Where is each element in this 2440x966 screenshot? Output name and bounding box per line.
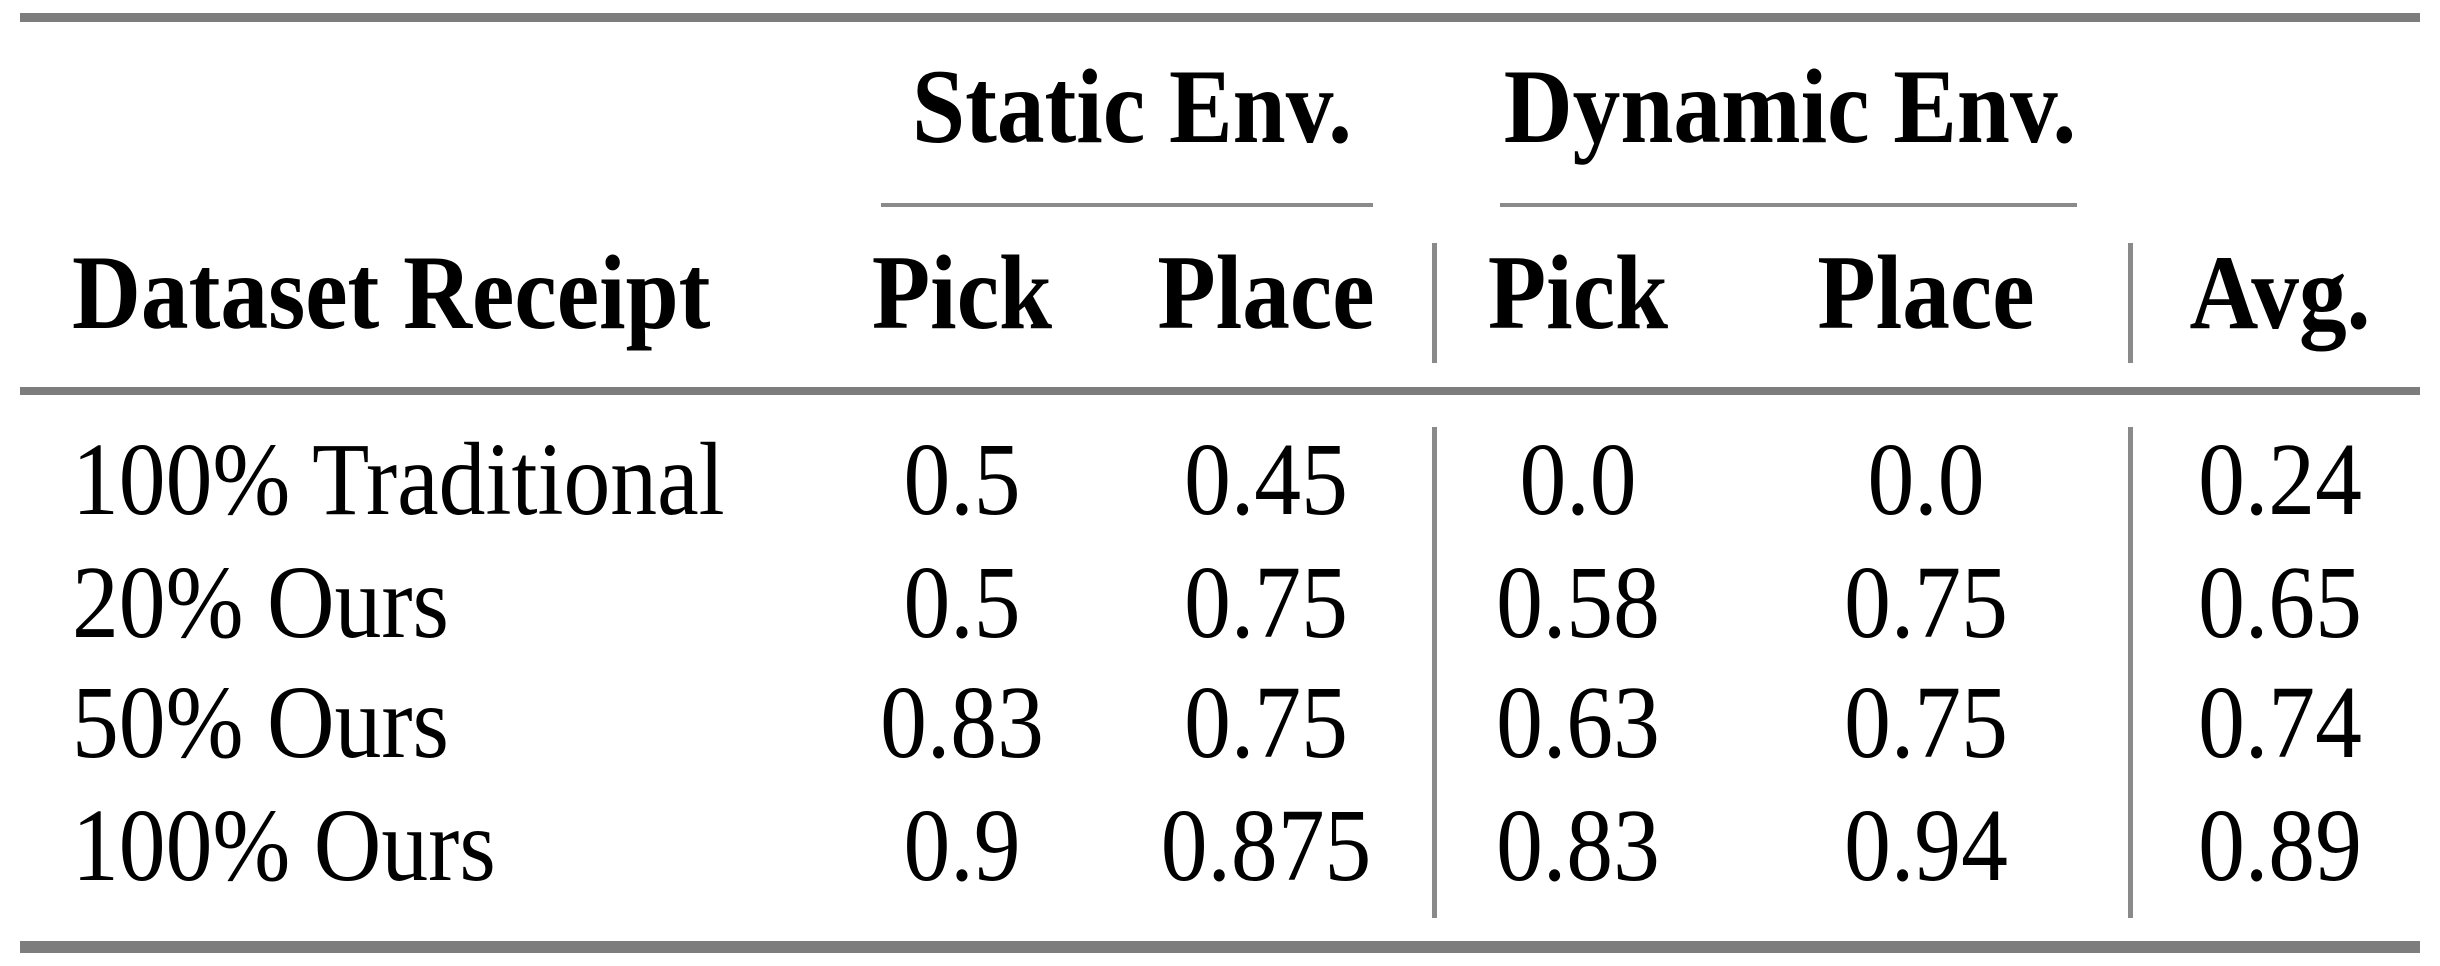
cell-avg: 0.89 <box>2198 788 2362 903</box>
row-label: 50% Ours <box>72 665 449 780</box>
row-label: 20% Ours <box>72 545 449 660</box>
cell-static-place: 0.875 <box>1160 788 1372 903</box>
cell-static-place: 0.75 <box>1184 665 1348 780</box>
cell-static-pick: 0.5 <box>903 545 1021 660</box>
vertical-rule-2-body <box>2128 427 2133 918</box>
group-header-static-env: Static Env. <box>912 48 1352 165</box>
cell-static-pick: 0.5 <box>903 422 1021 537</box>
vertical-rule-2-header <box>2128 243 2133 363</box>
cell-static-place: 0.75 <box>1184 545 1348 660</box>
cell-static-pick: 0.83 <box>880 665 1044 780</box>
cell-dynamic-place: 0.94 <box>1844 788 2008 903</box>
cell-avg: 0.74 <box>2198 665 2362 780</box>
row-label: 100% Traditional <box>72 422 725 537</box>
cell-static-pick: 0.9 <box>903 788 1021 903</box>
cell-dynamic-pick: 0.58 <box>1496 545 1660 660</box>
column-header-static-place: Place <box>1157 234 1375 351</box>
group-header-dynamic-env: Dynamic Env. <box>1503 48 2077 165</box>
vertical-rule-1-body <box>1432 427 1437 918</box>
cell-static-place: 0.45 <box>1184 422 1348 537</box>
cell-avg: 0.24 <box>2198 422 2362 537</box>
column-header-avg: Avg. <box>2189 234 2371 351</box>
column-header-dynamic-pick: Pick <box>1487 234 1669 351</box>
table-bottom-rule <box>20 941 2420 953</box>
row-label: 100% Ours <box>72 788 496 903</box>
table-header-rule <box>20 387 2420 395</box>
table-top-rule <box>20 13 2420 22</box>
static-env-underline <box>881 203 1373 207</box>
dynamic-env-underline <box>1500 203 2077 207</box>
column-header-dataset-receipt: Dataset Receipt <box>72 234 711 351</box>
cell-dynamic-pick: 0.0 <box>1519 422 1637 537</box>
cell-dynamic-place: 0.75 <box>1844 665 2008 780</box>
cell-dynamic-place: 0.0 <box>1867 422 1985 537</box>
vertical-rule-1-header <box>1432 243 1437 363</box>
cell-avg: 0.65 <box>2198 545 2362 660</box>
cell-dynamic-place: 0.75 <box>1844 545 2008 660</box>
column-header-dynamic-place: Place <box>1817 234 2035 351</box>
column-header-static-pick: Pick <box>871 234 1053 351</box>
cell-dynamic-pick: 0.63 <box>1496 665 1660 780</box>
cell-dynamic-pick: 0.83 <box>1496 788 1660 903</box>
